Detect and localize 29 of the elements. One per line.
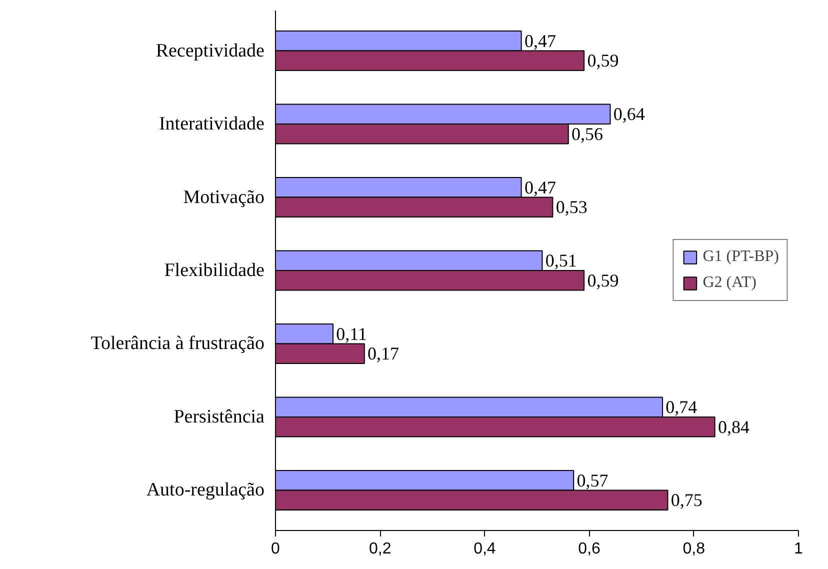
data-label: 0,75 — [670, 490, 702, 510]
y-tick-label: Persistência — [174, 406, 266, 428]
y-tick-label: Auto-regulação — [146, 480, 265, 501]
x-tick-label: 0,6 — [578, 540, 601, 558]
data-label: 0,53 — [556, 197, 588, 218]
legend-label: G1 (PT-BP) — [702, 248, 779, 266]
x-tick-label: 0,8 — [682, 540, 706, 558]
x-tick-label: 0 — [271, 540, 280, 558]
y-tick-label: Flexibilidade — [164, 260, 265, 281]
data-label: 0,17 — [368, 344, 400, 364]
y-tick-label: Interatividade — [159, 114, 265, 135]
data-label: 0,11 — [336, 324, 368, 344]
y-tick-label: Tolerância à frustração — [90, 333, 265, 354]
data-label: 0,64 — [613, 104, 645, 124]
x-tick-label: 0,4 — [474, 540, 496, 558]
y-tick-label: Motivação — [183, 186, 265, 208]
data-label: 0,59 — [587, 50, 619, 71]
y-tick-label: Receptividade — [156, 40, 265, 62]
x-tick-label: 0,2 — [368, 540, 392, 558]
x-tick-label: 1 — [794, 540, 804, 558]
data-label: 0,56 — [572, 124, 604, 144]
data-label: 0,47 — [524, 30, 556, 51]
data-label: 0,84 — [718, 416, 750, 437]
legend-label: G2 (AT) — [702, 274, 756, 292]
data-label: 0,51 — [545, 250, 577, 271]
data-label: 0,74 — [666, 397, 698, 418]
data-label: 0,59 — [587, 270, 619, 290]
data-label: 0,47 — [524, 177, 556, 198]
data-label: 0,57 — [576, 470, 608, 490]
